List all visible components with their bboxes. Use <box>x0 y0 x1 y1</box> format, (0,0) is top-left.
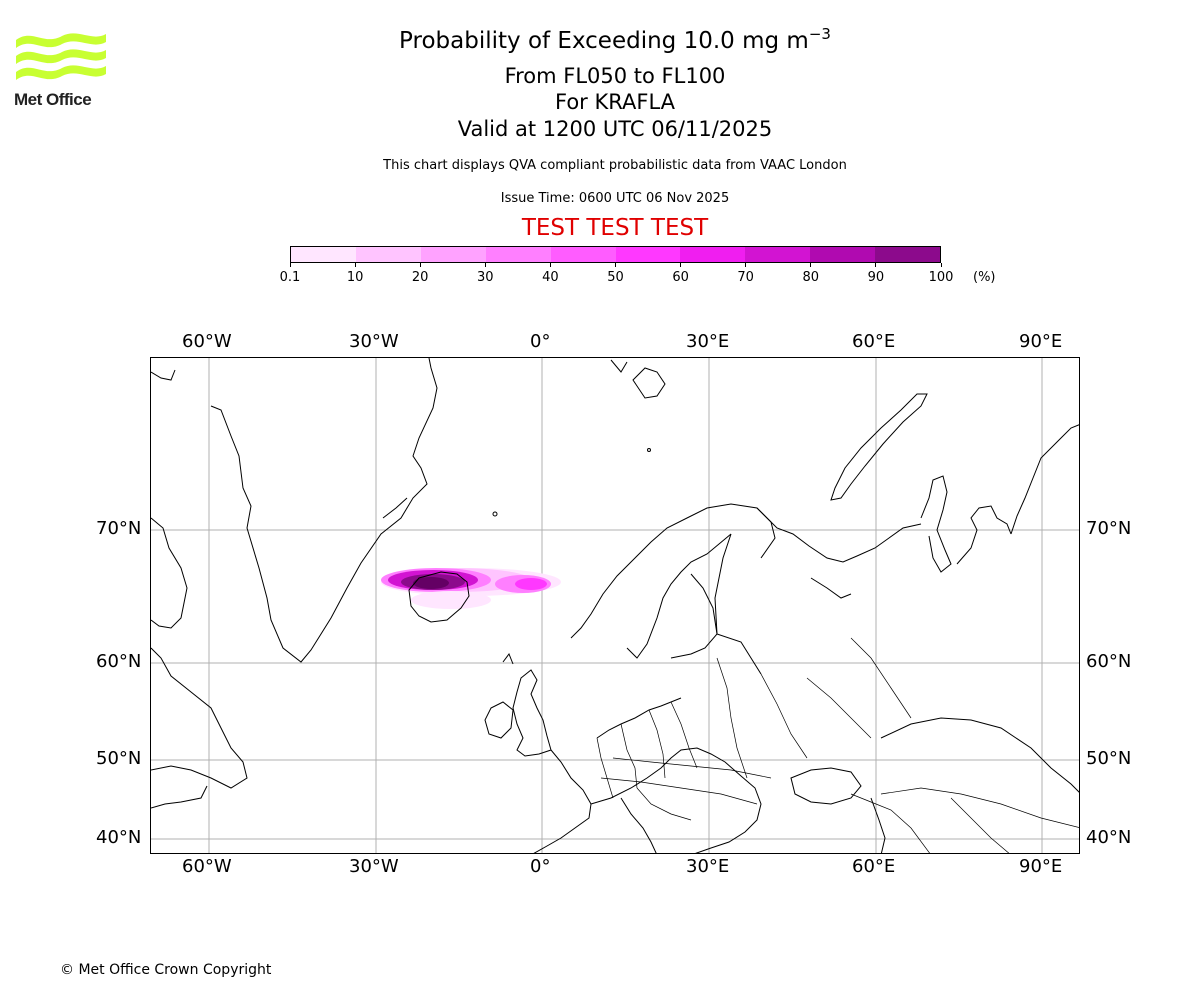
iceland-coast <box>408 571 470 623</box>
baffin-coast <box>151 517 188 629</box>
colorbar-tick-label: 80 <box>802 270 820 285</box>
lon-label-top: 30°E <box>686 331 730 352</box>
colorbar-segment <box>485 247 551 262</box>
lon-label-bottom: 0° <box>530 856 551 877</box>
colorbar-tick-label: 10 <box>346 270 364 285</box>
colorbar-segment <box>680 247 746 262</box>
colorbar-tick <box>484 263 486 267</box>
colorbar-tick <box>354 263 356 267</box>
colorbar-tick <box>680 263 682 267</box>
lat-label-right: 50°N <box>1086 748 1132 769</box>
colorbar-tick <box>615 263 616 267</box>
colorbar-segment <box>550 247 616 262</box>
colorbar-segment <box>420 247 486 262</box>
lat-label-right: 60°N <box>1086 651 1132 672</box>
finland-coast <box>670 573 718 659</box>
lon-label-top: 60°W <box>182 331 232 352</box>
colorbar-unit: (%) <box>973 270 996 285</box>
lon-label-top: 0° <box>530 331 551 352</box>
met-office-logo: Met Office <box>14 30 109 112</box>
ireland-coast <box>484 701 514 739</box>
colorbar-tick-label: 0.1 <box>279 270 301 285</box>
lat-label-right: 40°N <box>1086 827 1132 848</box>
novaya-zemlya-coast <box>830 393 928 501</box>
lat-label-left: 50°N <box>96 748 142 769</box>
valid-time: Valid at 1200 UTC 06/11/2025 <box>457 117 773 141</box>
volcano-name: For KRAFLA <box>555 90 675 114</box>
colorbar-segment <box>810 247 876 262</box>
colorbar-tick <box>875 263 877 267</box>
colorbar-tick <box>289 263 291 267</box>
country-borders <box>596 637 1079 853</box>
probability-colorbar <box>290 246 941 263</box>
colorbar-tick <box>810 263 812 267</box>
copyright-text: © Met Office Crown Copyright <box>60 962 272 978</box>
sweden-coast <box>626 533 732 659</box>
lat-label-left: 70°N <box>96 518 142 539</box>
colorbar-tick-label: 30 <box>477 270 494 285</box>
chart-title-text: Probability of Exceeding 10.0 mg m <box>399 28 809 54</box>
map-panel[interactable] <box>150 357 1080 854</box>
lat-label-right: 70°N <box>1086 518 1132 539</box>
lat-label-left: 40°N <box>96 827 142 848</box>
lon-label-top: 90°E <box>1019 331 1063 352</box>
gridlines <box>151 358 1079 853</box>
colorbar-tick <box>549 263 551 267</box>
coastlines <box>151 358 1079 853</box>
test-banner: TEST TEST TEST <box>521 215 709 241</box>
colorbar-tick-label: 20 <box>411 270 429 285</box>
chart-title-superscript: −3 <box>808 25 831 43</box>
lon-label-bottom: 30°W <box>349 856 399 877</box>
colorbar-segment <box>875 247 941 262</box>
map-canvas <box>151 358 1079 853</box>
colorbar-tick <box>745 263 747 267</box>
europe-coast <box>533 749 592 853</box>
colorbar-segment <box>291 247 356 262</box>
great-britain-coast <box>512 669 552 757</box>
lon-label-bottom: 30°E <box>686 856 730 877</box>
met-office-wave-icon <box>16 33 106 80</box>
colorbar-segment <box>615 247 681 262</box>
ash-probability-plume <box>381 568 561 609</box>
lon-label-top: 60°E <box>852 331 896 352</box>
chart-title: Probability of Exceeding 10.0 mg m−3 <box>315 24 915 58</box>
lon-label-bottom: 90°E <box>1019 856 1063 877</box>
colorbar-tick-label: 100 <box>928 270 954 285</box>
colorbar-segment <box>745 247 811 262</box>
colorbar-tick-label: 90 <box>867 270 885 285</box>
lon-label-bottom: 60°W <box>182 856 232 877</box>
colorbar-tick <box>419 263 421 267</box>
colorbar-segment <box>355 247 421 262</box>
norway-coast <box>570 503 776 639</box>
issue-time: Issue Time: 0600 UTC 06 Nov 2025 <box>500 191 730 206</box>
colorbar-tick-label: 50 <box>607 270 624 285</box>
lon-label-bottom: 60°E <box>852 856 896 877</box>
lat-label-left: 60°N <box>96 651 142 672</box>
greenland-coast <box>210 358 438 663</box>
chart-description: This chart displays QVA compliant probab… <box>383 158 847 173</box>
flight-levels: From FL050 to FL100 <box>504 64 726 88</box>
logo-text: Met Office <box>14 90 92 109</box>
lon-label-top: 30°W <box>349 331 399 352</box>
colorbar-tick-label: 60 <box>672 270 689 285</box>
colorbar-tick <box>940 263 942 267</box>
colorbar-tick-label: 40 <box>542 270 559 285</box>
colorbar-tick-label: 70 <box>737 270 754 285</box>
